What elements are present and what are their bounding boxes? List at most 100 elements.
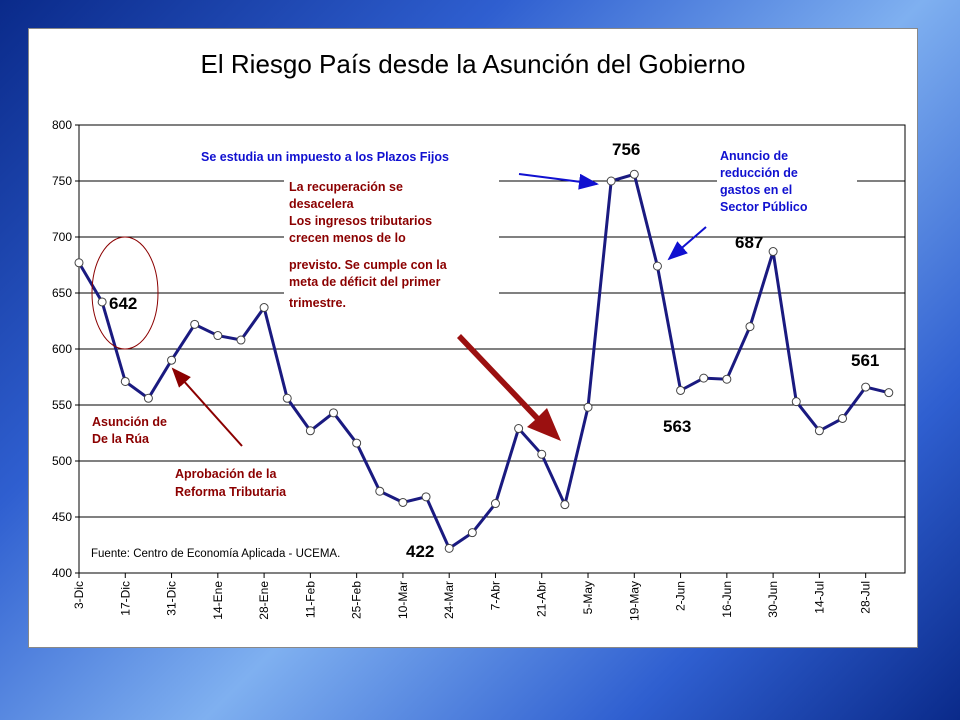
y-tick-label: 800 [52,118,72,132]
data-point [814,426,824,436]
data-point [861,382,871,392]
data-point [259,303,269,313]
big-red-arrow [457,334,561,441]
data-point [583,402,593,412]
y-tick-label: 450 [52,510,72,524]
x-tick-label: 31-Dic [165,581,179,616]
annotation-reduccion-2: reducción de [720,166,798,180]
data-point [329,408,339,418]
data-label-687: 687 [735,233,763,252]
annotation-recuperacion-2: desacelera [289,197,355,211]
annotation-recuperacion-3: Los ingresos tributarios [289,214,432,228]
x-axis-ticks: 3-Dic 17-Dic 31-Dic 14-Ene 28-Ene 11-Feb 25-Fe… [72,573,873,621]
x-tick-label: 7-Abr [488,581,502,610]
x-tick-label: 30-Jun [766,581,780,618]
data-point [490,499,500,509]
reduccion-bg [717,145,857,225]
x-tick-label: 3-Dic [72,581,86,609]
x-tick-label: 11-Feb [303,581,317,618]
data-point [652,261,662,271]
y-tick-label: 550 [52,398,72,412]
y-axis-ticks: 400 450 500 550 600 650 700 750 800 [52,118,79,580]
x-tick-label: 19-May [627,581,641,621]
x-tick-label: 5-May [581,581,595,614]
x-tick-label: 2-Jun [674,581,688,611]
data-point [467,528,477,538]
data-point [514,424,524,434]
annotation-plazos-fijos: Se estudia un impuesto a los Plazos Fijo… [201,150,449,164]
data-point [884,388,894,398]
annotation-reduccion-1: Anuncio de [720,149,788,163]
annotation-reduccion-3: gastos en el [720,183,792,197]
annotation-asuncion-1: Asunción de [92,415,167,429]
data-point [236,335,246,345]
data-point [143,393,153,403]
reduccion-arrow [667,226,707,261]
data-point [629,169,639,179]
data-point [560,500,570,510]
x-tick-label: 24-Mar [442,581,456,619]
risk-chart: El Riesgo País desde la Asunción del Gob… [52,49,906,621]
y-tick-label: 600 [52,342,72,356]
data-point [838,413,848,423]
data-point [375,486,385,496]
x-tick-label: 14-Ene [211,581,225,620]
data-point [398,497,408,507]
annotation-asuncion-2: De la Rúa [92,432,150,446]
data-point [352,438,362,448]
data-point [97,297,107,307]
data-label-756: 756 [612,140,640,159]
chart-title: El Riesgo País desde la Asunción del Gob… [201,49,746,79]
x-tick-label: 10-Mar [396,581,410,619]
data-point [676,385,686,395]
y-tick-label: 650 [52,286,72,300]
data-point [167,355,177,365]
data-point [444,543,454,553]
data-label-642: 642 [109,294,137,313]
data-points [74,169,894,553]
data-point [421,492,431,502]
plot-area-border [78,124,906,574]
data-label-561: 561 [851,351,879,370]
data-point [745,322,755,332]
data-point [537,449,547,459]
source-note: Fuente: Centro de Economía Aplicada - UC… [91,548,340,560]
x-tick-label: 17-Dic [118,581,132,616]
data-label-422: 422 [406,542,434,561]
data-point [791,397,801,407]
data-point [190,319,200,329]
plazos-arrow [518,173,599,190]
data-point [305,426,315,436]
annotation-recuperacion-4: crecen menos de lo [289,231,406,245]
data-point [699,373,709,383]
annotation-recuperacion-5: previsto. Se cumple con la [289,258,448,272]
highlight-ellipse [91,236,159,350]
data-point [120,376,130,386]
x-tick-label: 28-Ene [257,581,271,620]
data-point [606,176,616,186]
data-label-563: 563 [663,417,691,436]
reforma-arrow [171,367,243,447]
x-tick-label: 28-Jul [859,581,873,614]
y-tick-label: 400 [52,566,72,580]
data-point [768,247,778,257]
y-tick-label: 700 [52,230,72,244]
data-point [74,258,84,268]
data-point [213,331,223,341]
x-tick-label: 21-Abr [535,581,549,617]
recuperacion-bg [284,177,499,313]
x-tick-label: 16-Jun [720,581,734,618]
y-tick-label: 750 [52,174,72,188]
annotation-recuperacion-7: trimestre. [289,296,346,310]
annotation-recuperacion-6: meta de déficit del primer [289,275,441,289]
chart-panel: El Riesgo País desde la Asunción del Gob… [28,28,918,648]
data-point [722,374,732,384]
annotation-reduccion-4: Sector Público [720,200,808,214]
x-tick-label: 14-Jul [812,581,826,614]
annotation-reforma-1: Aprobación de la [175,467,277,481]
y-tick-label: 500 [52,454,72,468]
annotation-recuperacion-1: La recuperación se [289,180,403,194]
x-tick-label: 25-Feb [350,581,364,619]
data-point [282,393,292,403]
annotation-reforma-2: Reforma Tributaria [175,485,287,499]
